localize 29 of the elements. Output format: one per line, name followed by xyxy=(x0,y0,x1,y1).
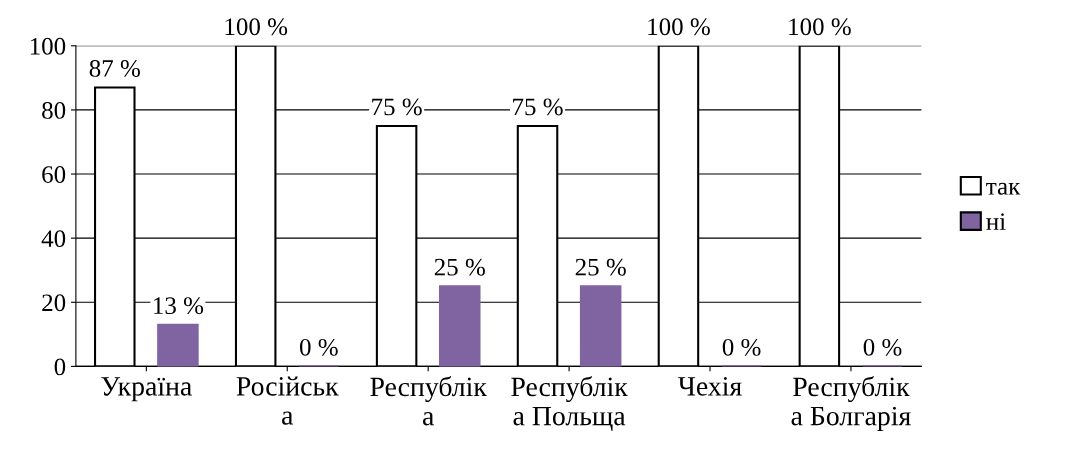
x-tick-label: Республік а xyxy=(370,376,487,426)
data-label: 13 % xyxy=(154,297,204,315)
data-label: 0 % xyxy=(299,338,338,356)
data-label: 100 % xyxy=(789,18,851,36)
bar xyxy=(157,323,199,367)
data-label: 0 % xyxy=(722,338,761,356)
bar xyxy=(438,285,481,367)
bar xyxy=(579,285,622,367)
y-tick-label: 0 xyxy=(54,358,66,376)
legend-label: так xyxy=(986,182,1021,195)
data-label: 75 % xyxy=(372,98,422,116)
y-tick-label: 20 xyxy=(42,294,66,312)
data-label: 25 % xyxy=(434,258,485,276)
data-label: 75 % xyxy=(513,98,563,116)
x-tick-label: Україна xyxy=(101,377,192,402)
y-tick-label: 60 xyxy=(42,166,66,183)
x-tick-label: Республік а Болгарія xyxy=(791,376,911,432)
legend-label: ні xyxy=(986,213,1006,230)
y-tick-label: 80 xyxy=(42,101,66,119)
x-tick-label: Чехія xyxy=(678,377,742,396)
data-label: 100 % xyxy=(648,18,710,36)
data-label: 87 % xyxy=(89,59,140,77)
y-tick-label: 100 xyxy=(30,37,66,55)
y-tick-label: 40 xyxy=(41,230,66,248)
data-label: 0 % xyxy=(863,338,902,356)
data-label: 25 % xyxy=(575,258,626,276)
data-label: 100 % xyxy=(225,18,288,36)
x-tick-label: Російськ а xyxy=(236,376,339,425)
x-tick-label: Республік а Польща xyxy=(511,376,628,431)
